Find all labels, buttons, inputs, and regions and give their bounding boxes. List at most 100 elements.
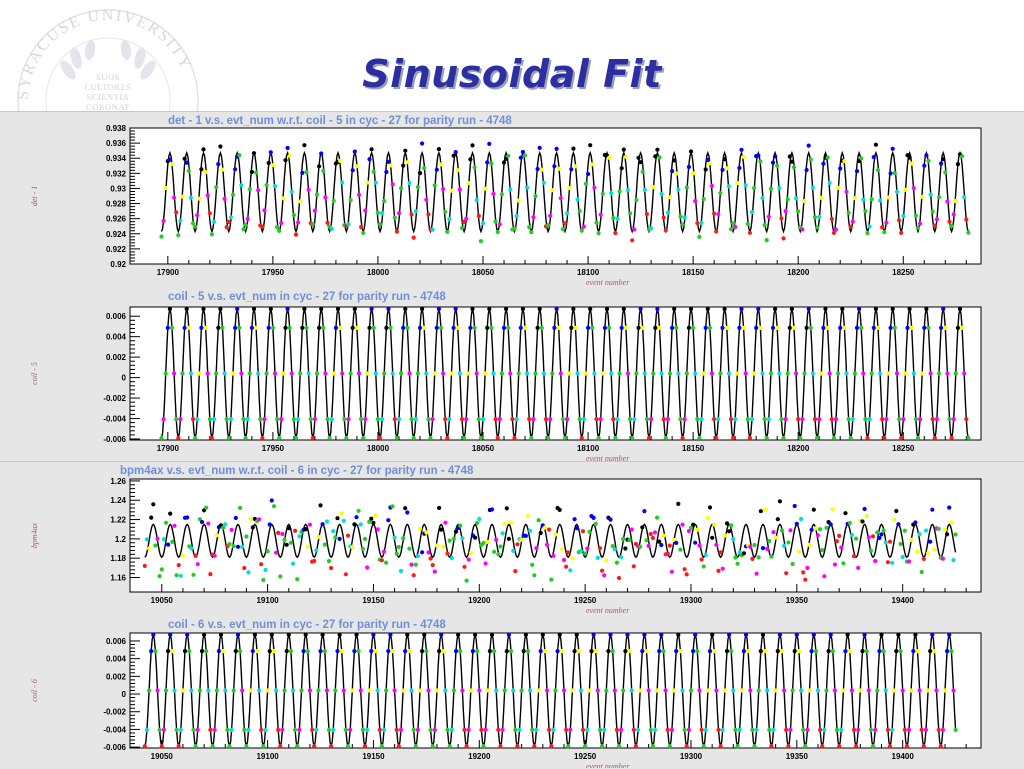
data-point [821,161,826,166]
data-point [409,212,414,217]
data-point [763,507,768,512]
data-point [632,417,637,422]
data-point [590,325,595,330]
data-point [331,371,336,376]
data-point [775,325,780,330]
data-point [746,649,751,654]
chart-title: coil - 5 v.s. evt_num in cyc - 27 for pa… [168,291,446,303]
data-point [807,688,812,693]
data-point [851,554,857,559]
x-tick-label: 18050 [472,268,495,277]
data-point [669,569,675,574]
data-point [870,534,876,539]
data-point [733,555,738,560]
data-point [769,744,774,749]
x-tick-label: 18200 [787,444,810,453]
data-point [245,216,250,222]
data-point [845,632,850,637]
data-point [665,210,671,215]
data-point [657,539,662,544]
data-point [773,154,778,159]
data-point [493,417,498,422]
data-point [447,216,452,222]
data-point [765,546,770,552]
data-point [623,325,629,330]
data-point [458,649,463,654]
data-point [722,688,728,693]
data-point [231,544,236,549]
data-point [407,371,412,376]
data-point [913,632,918,637]
data-point [754,727,759,733]
x-tick-label: 19100 [256,752,279,761]
data-point [369,649,374,654]
data-point [849,532,855,538]
data-point [224,417,229,422]
data-point [447,417,452,422]
data-point [644,538,649,543]
data-point [739,306,744,312]
data-point [434,325,439,330]
data-point [345,533,351,538]
data-point [688,306,694,312]
data-point [466,557,471,562]
data-point [769,554,774,559]
data-point [275,417,280,422]
data-point [329,417,334,422]
data-point [783,209,788,214]
data-point [451,688,456,693]
data-point [314,192,320,197]
data-point [550,188,555,193]
data-point [233,325,238,330]
data-point [829,216,834,222]
data-point [411,235,416,240]
data-point [756,306,761,312]
data-point [688,688,694,693]
data-point [661,417,666,422]
data-point [650,535,656,541]
data-point [922,163,927,168]
data-point [852,371,858,376]
data-point [640,325,645,330]
y-tick-label: 1.26 [110,477,126,486]
data-point [495,229,500,235]
data-point [280,727,285,733]
data-point [614,560,620,565]
data-point [798,435,803,441]
data-point [619,166,624,171]
data-point [191,572,196,577]
data-point [536,688,541,693]
data-point [634,197,639,203]
data-point [953,532,958,537]
data-point [773,535,778,540]
data-point [657,155,662,160]
data-point [822,727,827,733]
data-point [829,417,834,422]
data-point [881,649,886,654]
data-point [413,209,418,214]
data-point [193,744,198,749]
data-point [652,727,658,733]
data-point [552,325,557,330]
data-point [180,194,185,199]
data-point [878,371,883,376]
data-point [180,371,185,376]
data-point [773,688,778,693]
data-point [249,325,254,330]
data-point [257,688,262,693]
data-point [873,306,879,312]
data-point [373,180,378,185]
data-point [331,727,336,733]
x-tick-label: 18100 [577,444,600,453]
data-point [827,180,832,185]
data-point [718,744,723,749]
data-point [667,744,672,749]
data-point [716,568,721,574]
data-point [604,306,610,312]
data-point [491,191,496,196]
data-point [621,147,626,152]
data-point [161,537,166,542]
data-point [695,417,700,422]
data-point [394,229,399,234]
data-point [398,727,404,733]
